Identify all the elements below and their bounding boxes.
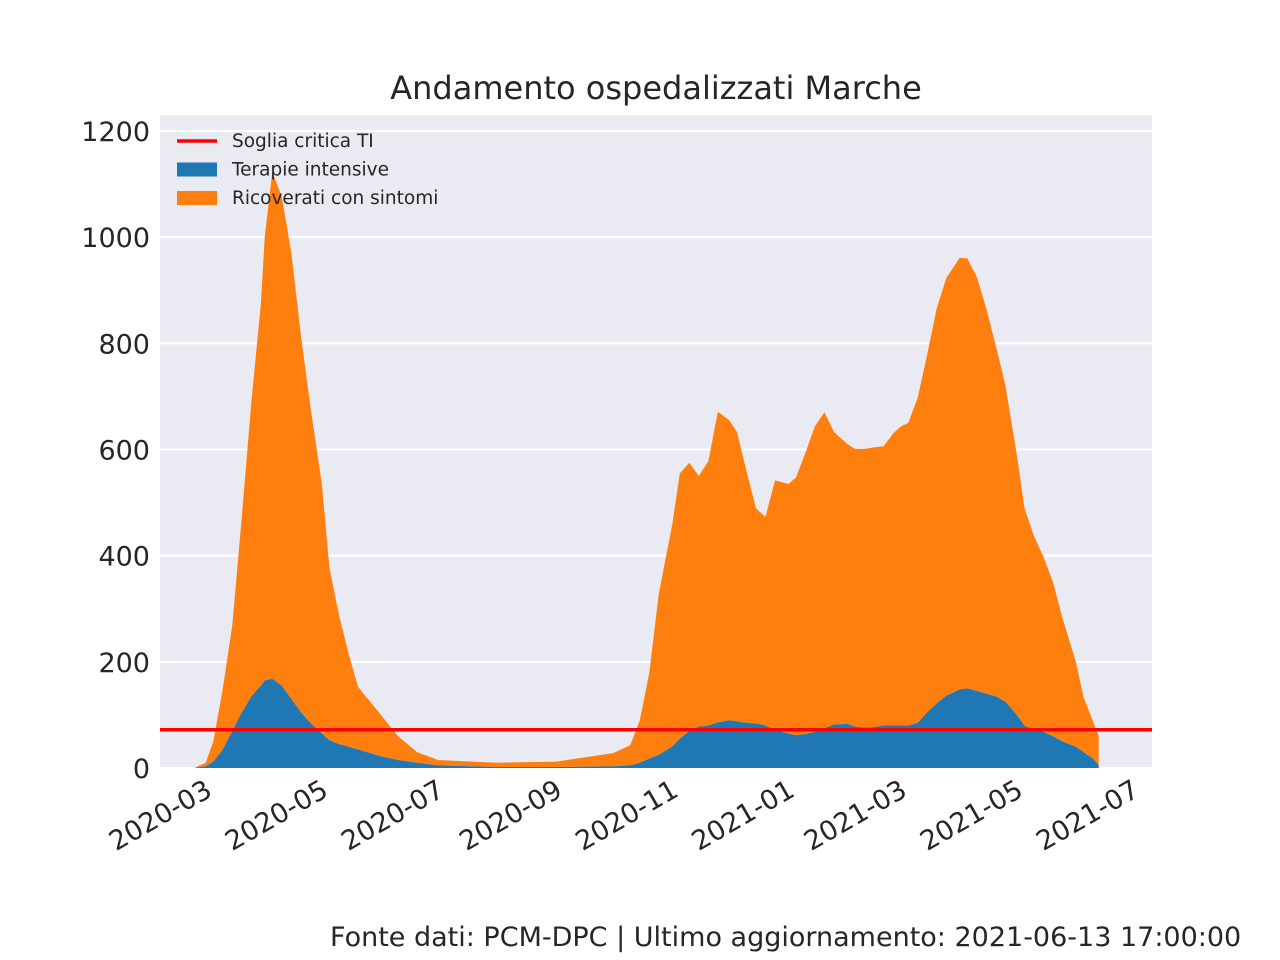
legend-label: Ricoverati con sintomi xyxy=(232,188,438,209)
y-tick-label: 0 xyxy=(133,754,150,785)
y-tick-label: 800 xyxy=(98,329,150,360)
x-tick-label: 2021-01 xyxy=(687,774,800,857)
x-tick-label: 2020-09 xyxy=(454,774,567,857)
legend-entry-terapie: Terapie intensive xyxy=(177,160,389,181)
legend-swatch-box xyxy=(177,191,217,205)
chart-title: Andamento ospedalizzati Marche xyxy=(390,69,922,107)
terapie-area xyxy=(194,678,1099,768)
x-tick-label: 2021-03 xyxy=(799,774,912,857)
legend-swatch-box xyxy=(177,162,217,177)
legend-entry-threshold: Soglia critica TI xyxy=(177,131,374,152)
x-tick-label: 2021-05 xyxy=(915,774,1028,857)
legend: Soglia critica TI Terapie intensive Ricove… xyxy=(177,131,438,209)
x-tick-label: 2020-03 xyxy=(104,774,217,857)
x-tick-label: 2020-05 xyxy=(220,774,333,857)
y-tick-label: 1000 xyxy=(81,223,150,254)
legend-entry-ricoverati: Ricoverati con sintomi xyxy=(177,188,438,209)
area-series xyxy=(194,171,1099,769)
ricoverati-area xyxy=(194,171,1099,769)
legend-label: Terapie intensive xyxy=(231,160,389,181)
x-tick-label: 2020-07 xyxy=(336,774,449,857)
y-tick-label: 400 xyxy=(98,542,150,573)
x-tick-label: 2021-07 xyxy=(1031,774,1144,857)
y-tick-label: 1200 xyxy=(81,117,150,148)
x-tick-label: 2020-11 xyxy=(570,774,683,857)
x-axis: 2020-03 2020-05 2020-07 2020-09 2020-11 2021-… xyxy=(104,774,1144,857)
y-axis: 0 200 400 600 800 1000 1200 xyxy=(81,117,150,785)
source-footer: Fonte dati: PCM-DPC | Ultimo aggiornamen… xyxy=(330,922,1242,953)
y-tick-label: 200 xyxy=(98,648,150,679)
legend-label: Soglia critica TI xyxy=(232,131,374,152)
y-tick-label: 600 xyxy=(98,435,150,466)
